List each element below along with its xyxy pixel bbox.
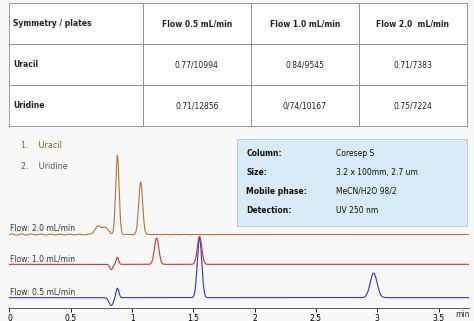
Text: Flow: 2.0 mL/min: Flow: 2.0 mL/min [10, 224, 75, 233]
Text: Flow 1.0 mL/min: Flow 1.0 mL/min [270, 19, 340, 28]
Text: 0.71/7383: 0.71/7383 [393, 60, 432, 69]
Bar [9, 44, 143, 85]
Bar [143, 3, 251, 44]
Bar [251, 44, 359, 85]
FancyBboxPatch shape [237, 139, 467, 226]
Text: 0/74/10167: 0/74/10167 [283, 101, 327, 110]
Bar [359, 3, 467, 44]
Text: 0.77/10994: 0.77/10994 [175, 60, 219, 69]
Bar [251, 3, 359, 44]
Text: 0.71/12856: 0.71/12856 [175, 101, 219, 110]
Text: Uridine: Uridine [13, 101, 45, 110]
Text: 1.    Uracil: 1. Uracil [21, 142, 62, 151]
Bar [143, 44, 251, 85]
Text: 0.84/9545: 0.84/9545 [285, 60, 324, 69]
Bar [9, 85, 143, 126]
Text: MeCN/H2O 98/2: MeCN/H2O 98/2 [336, 187, 397, 196]
Text: 3.2 x 100mm, 2.7 um: 3.2 x 100mm, 2.7 um [336, 168, 418, 177]
Text: Flow: 0.5 mL/min: Flow: 0.5 mL/min [10, 288, 75, 297]
Bar [359, 44, 467, 85]
Text: Uracil: Uracil [13, 60, 38, 69]
Text: Flow 0.5 mL/min: Flow 0.5 mL/min [162, 19, 232, 28]
Bar [359, 85, 467, 126]
Text: Flow: 1.0 mL/min: Flow: 1.0 mL/min [10, 254, 75, 263]
Text: 2.    Uridine: 2. Uridine [21, 162, 68, 171]
Text: Detection:: Detection: [246, 206, 292, 215]
Text: Flow 2.0  mL/min: Flow 2.0 mL/min [376, 19, 449, 28]
Text: Mobile phase:: Mobile phase: [246, 187, 307, 196]
Text: min: min [455, 310, 469, 319]
Bar [9, 3, 143, 44]
Text: Symmetry / plates: Symmetry / plates [13, 19, 91, 28]
Bar [251, 85, 359, 126]
Bar [143, 85, 251, 126]
Text: Coresep S: Coresep S [336, 149, 374, 158]
Text: 0.75/7224: 0.75/7224 [393, 101, 432, 110]
Text: UV 250 nm: UV 250 nm [336, 206, 378, 215]
Text: Column:: Column: [246, 149, 282, 158]
Text: Size:: Size: [246, 168, 267, 177]
